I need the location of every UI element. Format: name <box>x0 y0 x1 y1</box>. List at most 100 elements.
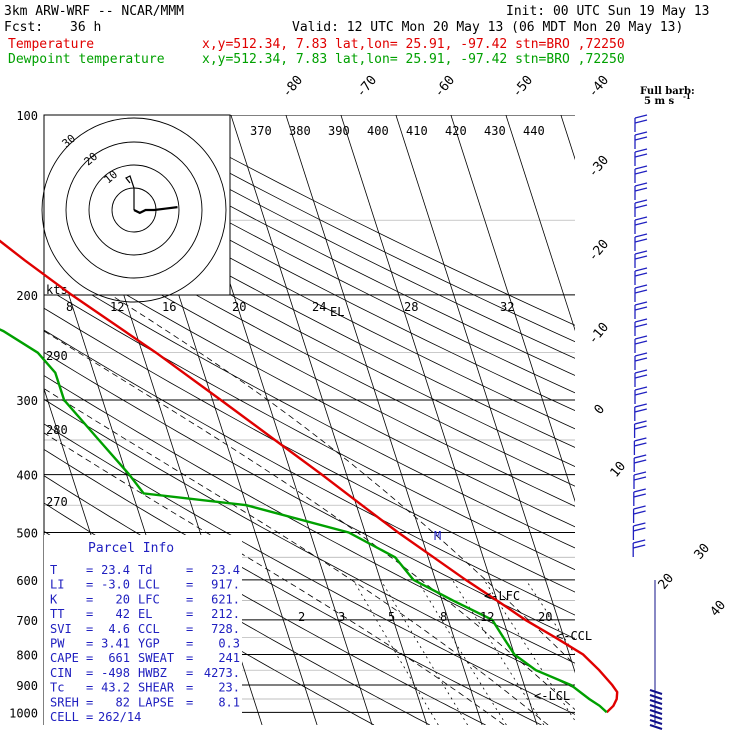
model-title: 3km ARW-WRF -- NCAR/MMM <box>4 4 184 19</box>
hodograph-ring <box>41 117 227 303</box>
temperature-axis-label: -30 <box>586 153 613 181</box>
parcel-row-label2: SHEAR <box>138 681 175 695</box>
wind-barb-flag <box>634 165 648 170</box>
wind-barb-flag <box>634 199 648 204</box>
parcel-row-value2: 728. <box>211 622 240 636</box>
marker-el: EL <box>330 305 344 319</box>
pressure-label-800: 800 <box>16 648 38 662</box>
temperature-axis-label: -10 <box>586 320 613 348</box>
parcel-row-eq: = <box>86 563 93 577</box>
wind-barb-flag <box>634 318 648 323</box>
pressure-label-300: 300 <box>16 394 38 408</box>
dry-adiabat <box>44 307 575 593</box>
wind-barb-flag <box>634 301 648 306</box>
marker-lfc: <-LFC <box>484 589 520 603</box>
parcel-row-value2: 23. <box>218 681 240 695</box>
barb-key-superscript: -1 <box>683 92 691 101</box>
pressure-label-700: 700 <box>16 614 38 628</box>
mixing-ratio-label: 5 <box>388 610 395 624</box>
wind-barb-flag <box>633 522 646 527</box>
wind-barb-flag <box>634 136 648 141</box>
wind-barb-flag <box>633 544 646 549</box>
theta-label: 370 <box>250 124 272 138</box>
parcel-row-label: CAPE <box>50 651 79 665</box>
pressure-label-600: 600 <box>16 574 38 588</box>
parcel-cell-eq: = <box>86 710 93 724</box>
wind-barb-flag <box>634 425 647 430</box>
theta-e-label: 280 <box>46 423 68 437</box>
parcel-row-label2: LCL <box>138 578 160 592</box>
theta-label: 440 <box>523 124 545 138</box>
parcel-row-value: 20 <box>116 592 130 606</box>
parcel-info-background <box>44 535 242 725</box>
theta-label: 390 <box>328 124 350 138</box>
theta-e-label: 270 <box>46 495 68 509</box>
mixing-ratio-label: 20 <box>538 610 552 624</box>
mixing-ratio-line <box>380 579 468 725</box>
wind-barb-flag <box>633 488 646 493</box>
parcel-row-value2: 917. <box>211 578 240 592</box>
parcel-cell-value: 262/14 <box>98 710 141 724</box>
parcel-row-label: PW <box>50 637 65 651</box>
barb-key-line1: Full barb: <box>640 86 695 97</box>
wind-barb-flag <box>634 420 647 425</box>
pressure-label-200: 200 <box>16 289 38 303</box>
moist-adiabat <box>44 432 505 725</box>
parcel-row-value2: 4273. <box>204 666 240 680</box>
parcel-row-value: 42 <box>116 607 130 621</box>
parcel-row-label2: YGP <box>138 637 160 651</box>
dry-adiabat <box>44 135 575 412</box>
profiles <box>0 239 619 714</box>
legend-temperature-info: x,y=512.34, 7.83 lat,lon= 25.91, -97.42 … <box>202 37 625 52</box>
parcel-row-eq2: = <box>186 563 193 577</box>
dry-adiabat <box>44 351 575 640</box>
wind-barb-low <box>649 714 663 720</box>
parcel-row-label2: Td <box>138 563 152 577</box>
parcel-row-label: CIN <box>50 666 72 680</box>
parcel-row-value: 661 <box>108 651 130 665</box>
wind-barb-low <box>649 704 663 710</box>
wind-barb-low <box>649 689 663 695</box>
dry-adiabat <box>44 448 542 725</box>
temperature-axis-label: -40 <box>586 73 613 101</box>
dewpoint-profile <box>0 328 608 714</box>
wind-barb-flag <box>634 459 647 464</box>
parcel-row-eq2: = <box>186 666 193 680</box>
wind-barb-flag <box>634 119 648 124</box>
wind-barb-flag <box>633 510 646 515</box>
wind-barb-flag <box>634 182 648 187</box>
wind-barb-flag <box>634 284 648 289</box>
wind-barb-flag <box>634 148 648 153</box>
dry-adiabat <box>44 118 575 394</box>
dry-adiabat <box>44 207 575 487</box>
legend-temperature-name: Temperature <box>8 37 94 52</box>
wind-barb-flag <box>634 442 647 447</box>
parcel-row-value: 43.2 <box>101 681 130 695</box>
wind-barb-flag <box>634 408 647 413</box>
forecast-label: Fcst: <box>4 20 43 35</box>
parcel-row-value: -3.0 <box>101 578 130 592</box>
dry-adiabat <box>44 375 575 664</box>
parcel-row-eq2: = <box>186 578 193 592</box>
wind-barb-low <box>649 699 663 705</box>
wind-barb-flag <box>634 204 648 209</box>
wind-barb-flag <box>634 131 648 136</box>
parcel-row-eq2: = <box>186 651 193 665</box>
wind-barb-flag <box>634 187 648 192</box>
parcel-row-eq: = <box>86 695 93 709</box>
temperature-axis-label: -70 <box>354 73 381 101</box>
parcel-row-label2: HWBZ <box>138 666 167 680</box>
pressure-label-900: 900 <box>16 679 38 693</box>
parcel-row-value: 23.4 <box>101 563 130 577</box>
theta-e-label: 290 <box>46 349 68 363</box>
wind-barb-flag <box>634 454 647 459</box>
wind-barb-flag <box>634 216 648 221</box>
dry-adiabat <box>44 266 575 549</box>
temperature-axis-label: 10 <box>608 459 630 481</box>
parcel-row-eq: = <box>86 651 93 665</box>
hodograph-trace <box>133 206 178 215</box>
dry-adiabat <box>44 286 575 571</box>
mixing-ratio-label: 3 <box>338 610 345 624</box>
